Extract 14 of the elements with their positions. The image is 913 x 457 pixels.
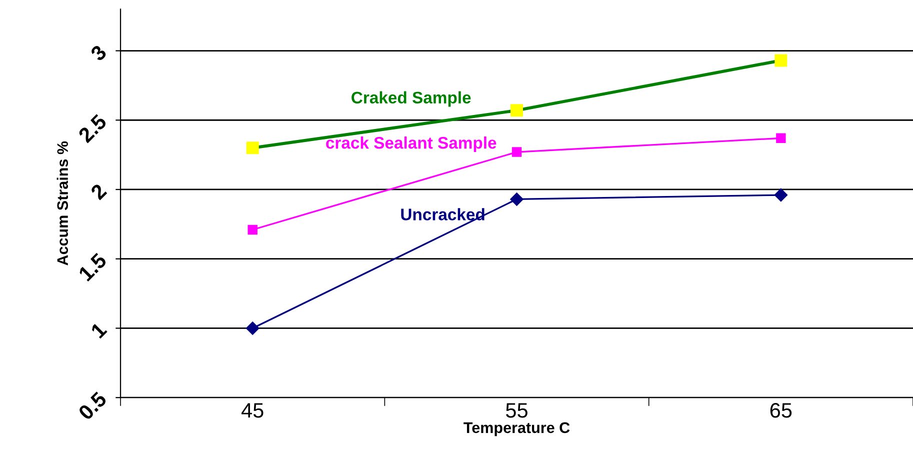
x-axis-title: Temperature C	[464, 422, 570, 436]
y-tick-label: 0.5	[78, 390, 108, 421]
y-axis-title: Accum Strains %	[56, 141, 68, 266]
series-label: Craked Sample	[352, 91, 471, 107]
y-tick-label: 1	[90, 322, 108, 339]
x-tick-label: 55	[506, 403, 528, 418]
y-tick-label: 2	[90, 182, 108, 200]
series-label: Uncracked	[401, 208, 484, 220]
y-tick-label: 3	[90, 44, 108, 62]
x-tick-label: 45	[241, 403, 264, 418]
x-tick-label: 65	[770, 403, 792, 418]
y-tick-label: 2.5	[77, 113, 108, 144]
y-tick-label: 1.5	[78, 252, 108, 282]
series-label: crack Sealant Sample	[326, 136, 496, 152]
